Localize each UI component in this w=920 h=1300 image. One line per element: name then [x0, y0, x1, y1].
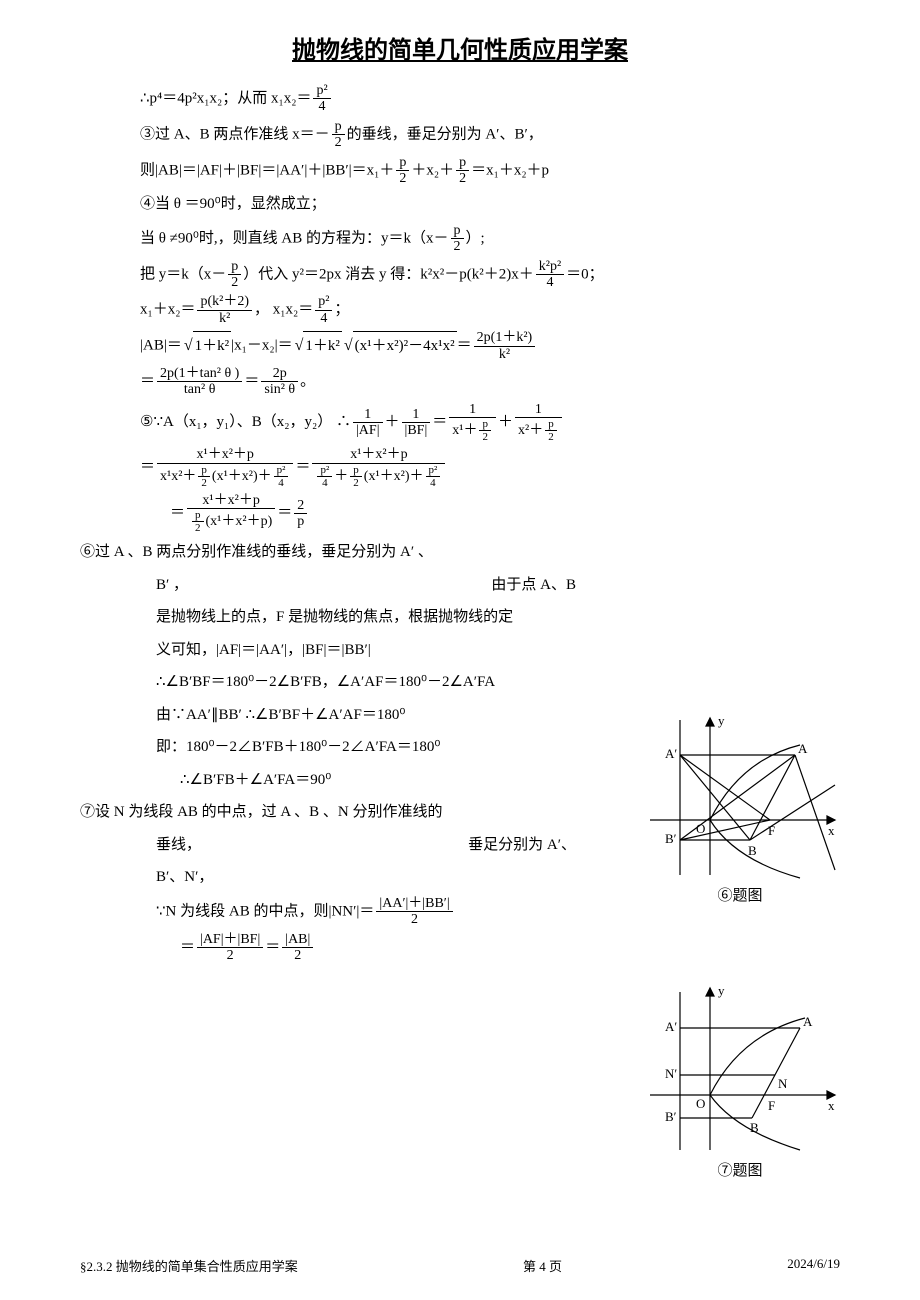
svg-text:N: N: [778, 1076, 788, 1091]
svg-text:x: x: [828, 1098, 835, 1113]
figure-7: y x O F A A′ N N′ B B′ ⑦题图: [630, 980, 850, 1180]
eq4e: |AB|＝1＋k²|x₁－x₂|＝1＋k²(x¹＋x²)²－4x¹x²＝2p(1…: [140, 330, 840, 362]
page-footer: §2.3.2 抛物线的简单集合性质应用学案 第 4 页 2024/6/19: [80, 1256, 840, 1275]
p7-5: ＝|AF|＋|BF|2＝|AB|2: [180, 932, 840, 964]
page-title: 抛物线的简单几何性质应用学案: [80, 30, 840, 65]
fig7-caption: ⑦题图: [630, 1159, 850, 1180]
p7-1: ⑦设 N 为线段 AB 的中点，过 A 、B 、N 分别作准线的: [80, 798, 500, 827]
figure-6: y x O F A A′ B B′ ⑥题图: [630, 710, 850, 905]
eq4c: 把 y＝k（x－p2）代入 y²＝2px 消去 y 得：k²x²－p(k²＋2)…: [140, 259, 840, 291]
eq5b: ＝x¹＋x²＋px¹x²＋p2(x¹＋x²)＋p²4＝x¹＋x²＋pp²4＋p2…: [140, 447, 840, 489]
eq5: ⑤∵A（x₁，y₁）、B（x₂，y₂） ∴1|AF|＋1|BF|＝1x¹＋p2＋…: [140, 402, 840, 444]
svg-text:x: x: [828, 823, 835, 838]
p6-2: B′ ，由于点 A、B: [156, 571, 576, 600]
p7-2: 垂线，垂足分别为 A′、: [156, 831, 576, 860]
p6-6: 由∵AA′∥BB′ ∴∠B′BF＋∠A′AF＝180⁰: [156, 701, 576, 730]
svg-text:B: B: [750, 1120, 759, 1135]
svg-text:A: A: [798, 741, 808, 756]
eq3b: 则|AB|＝|AF|＋|BF|＝|AA′|＋|BB′|＝x₁＋p2＋x₂＋p2＝…: [140, 155, 840, 187]
svg-text:B′: B′: [665, 831, 677, 846]
eq4f: ＝2p(1＋tan² θ )tan² θ＝2psin² θ。: [140, 366, 840, 398]
svg-text:A′: A′: [665, 1019, 677, 1034]
eq4b: 当 θ ≠90⁰时,，则直线 AB 的方程为：y＝k（x－p2）;: [140, 223, 840, 255]
svg-text:A′: A′: [665, 746, 677, 761]
svg-text:F: F: [768, 823, 775, 838]
svg-text:y: y: [718, 983, 725, 998]
eq5c: ＝x¹＋x²＋pp2(x¹＋x²＋p)＝2p: [170, 493, 840, 535]
fig6-caption: ⑥题图: [630, 884, 850, 905]
svg-text:F: F: [768, 1098, 775, 1113]
p6-3: 是抛物线上的点，F 是抛物线的焦点，根据抛物线的定: [156, 603, 576, 632]
svg-text:A: A: [803, 1014, 813, 1029]
svg-text:N′: N′: [665, 1066, 677, 1081]
svg-text:B′: B′: [665, 1109, 677, 1124]
svg-text:B: B: [748, 843, 757, 858]
footer-mid: 第 4 页: [523, 1256, 562, 1275]
svg-text:O: O: [696, 1096, 705, 1111]
eq4a: ④当 θ ＝90⁰时，显然成立；: [140, 190, 840, 219]
p6-5: ∴∠B′BF＝180⁰－2∠B′FB，∠A′AF＝180⁰－2∠A′FA: [156, 668, 576, 697]
p6-8: ∴∠B′FB＋∠A′FA＝90⁰: [180, 766, 600, 795]
p6-1: ⑥过 A 、B 两点分别作准线的垂线，垂足分别为 A′ 、: [80, 538, 500, 567]
p7-3: B′、N′，: [156, 863, 576, 892]
svg-text:O: O: [696, 821, 705, 836]
eq-p4: ∴p⁴＝4p²x₁x₂；从而 x₁x₂＝p²4: [140, 83, 840, 115]
svg-text:y: y: [718, 713, 725, 728]
eq4d: x₁＋x₂＝p(k²＋2)k²， x₁x₂＝p²4；: [140, 294, 840, 326]
eq3: ③过 A、B 两点作准线 x＝－p2的垂线，垂足分别为 A′、B′，: [140, 119, 840, 151]
p6-4: 义可知，|AF|＝|AA′|，|BF|＝|BB′|: [156, 636, 576, 665]
p7-4: ∵N 为线段 AB 的中点，则|NN′|＝|AA′|＋|BB′|2: [156, 896, 576, 928]
footer-right: 2024/6/19: [787, 1256, 840, 1275]
p6-7: 即：180⁰－2∠B′FB＋180⁰－2∠A′FA＝180⁰: [156, 733, 576, 762]
footer-left: §2.3.2 抛物线的简单集合性质应用学案: [80, 1256, 298, 1275]
